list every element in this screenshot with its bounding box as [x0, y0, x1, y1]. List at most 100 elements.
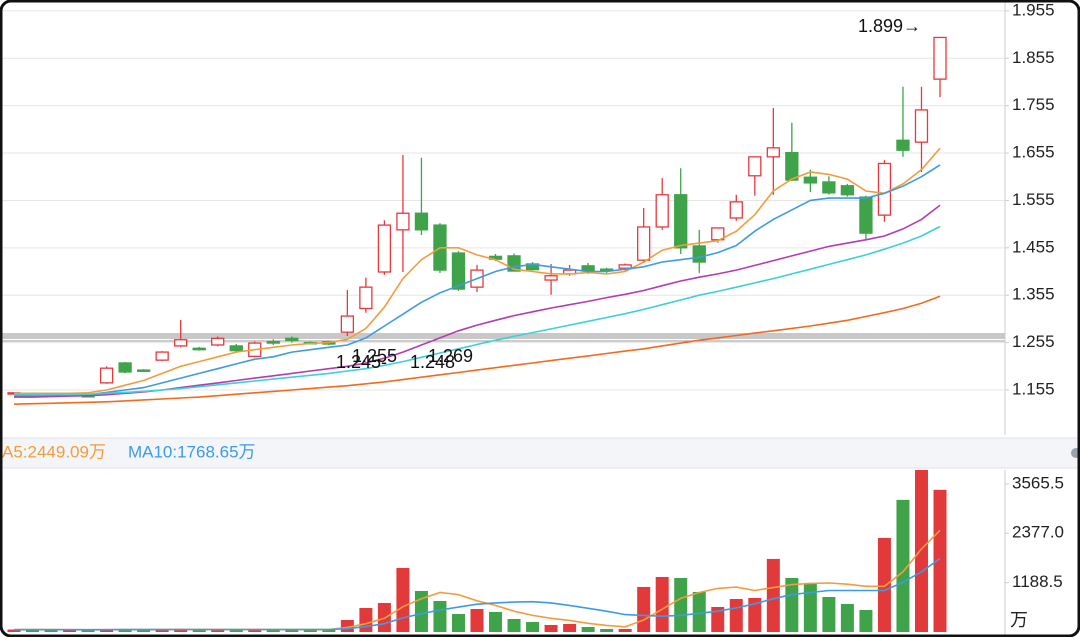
volume-bar — [7, 629, 21, 632]
candle-body — [840, 185, 855, 196]
candle-body — [748, 156, 762, 177]
volume-bar — [618, 629, 632, 632]
price-band — [0, 333, 1005, 339]
volume-bar — [303, 629, 317, 632]
volume-bar — [563, 623, 577, 632]
volume-bar — [914, 470, 928, 632]
ma-line — [13, 295, 941, 405]
y-tick-label: 3565.5 — [1012, 473, 1064, 492]
candle-body — [674, 194, 688, 249]
candle-body — [99, 367, 114, 384]
candle-body — [859, 196, 873, 234]
volume-bar — [229, 629, 243, 632]
legend-entry: A5:2449.09万 — [2, 442, 106, 461]
volume-bar — [285, 629, 299, 632]
volume-bar — [748, 597, 762, 632]
volume-bar — [803, 582, 817, 632]
volume-bar — [544, 624, 558, 632]
volume-bar — [785, 577, 799, 632]
volume-bar — [118, 629, 132, 632]
candle-body — [896, 139, 910, 151]
volume-bar — [451, 613, 465, 632]
volume-bar — [248, 629, 262, 632]
volume-bar — [507, 618, 521, 632]
y-tick-label: 1.155 — [1012, 379, 1055, 398]
annotation: 1.245- — [336, 352, 387, 372]
y-tick-label: 1.555 — [1012, 190, 1055, 209]
volume-bar — [414, 590, 428, 632]
volume-bar — [470, 608, 484, 632]
volume-bar — [581, 627, 595, 632]
y-tick-label: 1.855 — [1012, 48, 1055, 67]
volume-bar — [155, 629, 169, 632]
candle-body — [692, 245, 706, 263]
annotation: 1.248 — [410, 352, 455, 372]
candle-body — [822, 181, 836, 194]
y-tick-label: 1.355 — [1012, 285, 1055, 304]
candle-body — [803, 176, 818, 184]
volume-bar — [526, 621, 540, 632]
volume-bar — [489, 611, 503, 632]
volume-bar — [655, 576, 669, 632]
candle-body — [192, 347, 206, 351]
candle-body — [174, 339, 188, 347]
volume-bar — [174, 628, 188, 632]
candle-body — [933, 36, 947, 80]
volume-bar — [933, 489, 947, 632]
volume-bar — [396, 567, 410, 632]
volume-bar — [674, 577, 688, 632]
candle-body — [655, 194, 669, 228]
annotation: 1.255 — [352, 346, 397, 366]
candle-body — [396, 212, 410, 231]
candle-body — [118, 362, 132, 373]
candle-body — [766, 147, 780, 158]
candle-body — [377, 224, 392, 273]
candle-body — [155, 351, 169, 361]
y-tick-label: 2377.0 — [1012, 523, 1064, 542]
candle-body — [637, 226, 651, 261]
y-tick-label: 1.655 — [1012, 143, 1055, 162]
volume-bar — [26, 629, 40, 632]
volume-bar — [822, 596, 836, 632]
volume-bar — [433, 600, 447, 632]
volume-bar — [859, 609, 873, 632]
legend-entry: MA10:1768.65万 — [128, 442, 256, 461]
candle-body — [729, 201, 743, 219]
candle-body — [544, 275, 558, 281]
ma-line — [14, 164, 941, 397]
candle-body — [359, 286, 373, 310]
y-tick-label: 1.955 — [1012, 0, 1055, 19]
volume-bar — [840, 603, 854, 632]
candle-body — [451, 252, 466, 290]
candle-body — [618, 264, 632, 269]
candle-body — [285, 337, 299, 342]
volume-bar — [322, 629, 336, 632]
volume-bar — [137, 629, 151, 632]
volume-bar — [81, 630, 95, 632]
y-tick-label: 1.755 — [1012, 95, 1055, 114]
volume-bar — [711, 606, 725, 632]
y-tick-label: 1188.5 — [1012, 572, 1063, 591]
ma-line — [14, 557, 941, 631]
candle-body — [785, 151, 799, 181]
volume-bar — [44, 629, 58, 632]
candle-body — [340, 315, 355, 333]
candle-body — [229, 345, 243, 352]
volume-bar — [692, 591, 706, 632]
ma-line — [14, 147, 941, 395]
volume-bar — [637, 586, 651, 632]
volume-bar — [766, 558, 780, 632]
ma-line — [14, 225, 941, 396]
annotation: 1.899→ — [858, 16, 921, 36]
volume-bar — [877, 537, 891, 632]
candle-body — [599, 268, 614, 272]
volume-bar — [63, 630, 77, 632]
volume-bar — [729, 598, 743, 632]
candle-body — [136, 369, 151, 372]
volume-bar — [896, 499, 910, 632]
volume-bar — [211, 629, 225, 632]
volume-bar — [600, 629, 614, 632]
volume-bar — [359, 607, 373, 632]
